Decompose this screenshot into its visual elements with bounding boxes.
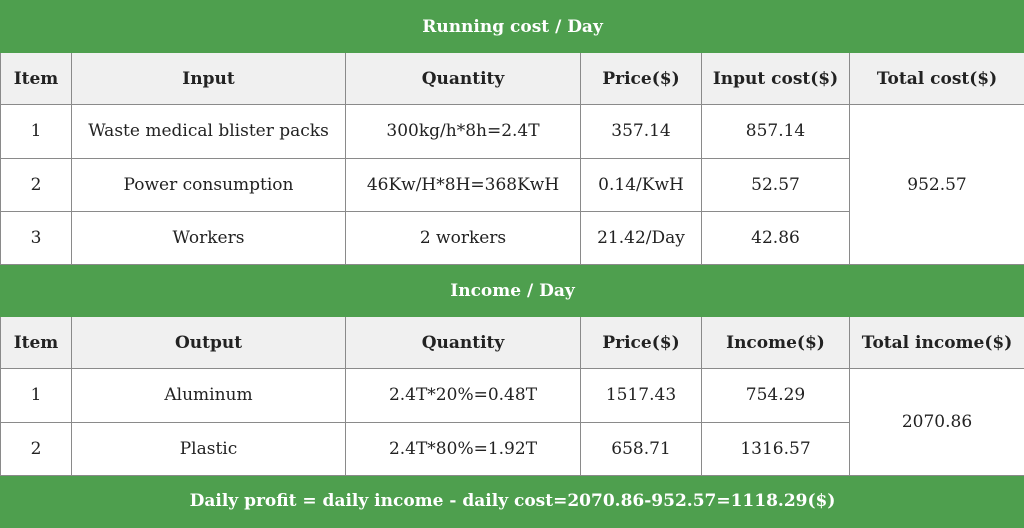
cell-price: 357.14 — [580, 104, 702, 159]
cell-item: 2 — [0, 157, 72, 212]
cell-quantity: 2.4T*20%=0.48T — [345, 368, 581, 423]
table-row: 3 Workers 2 workers 21.42/Day 42.86 — [0, 210, 1024, 265]
income-band: Income / Day — [0, 263, 1024, 318]
header-item: Item — [0, 316, 72, 370]
income-header-row: Item Output Quantity Price($) Income($) … — [0, 316, 1024, 370]
cell-input-cost: 52.57 — [701, 157, 850, 212]
total-cost-value: 952.57 — [848, 104, 1024, 265]
header-quantity: Quantity — [345, 316, 581, 370]
cell-quantity: 2 workers — [345, 210, 581, 265]
header-input-cost: Input cost($) — [701, 52, 850, 106]
cell-input: Power consumption — [71, 157, 346, 212]
running-cost-band: Running cost / Day — [0, 0, 1024, 54]
cell-input: Waste medical blister packs — [71, 104, 346, 159]
cell-input: Workers — [71, 210, 346, 265]
cell-item: 1 — [0, 104, 72, 159]
table-row: 2 Power consumption 46Kw/H*8H=368KwH 0.1… — [0, 157, 1024, 212]
daily-profit-text: Daily profit = daily income - daily cost… — [0, 474, 1024, 528]
cell-quantity: 300kg/h*8h=2.4T — [345, 104, 581, 159]
cell-price: 658.71 — [580, 421, 702, 476]
header-total-income: Total income($) — [848, 316, 1024, 370]
table-row: 1 Aluminum 2.4T*20%=0.48T 1517.43 754.29… — [0, 368, 1024, 476]
cell-price: 0.14/KwH — [580, 157, 702, 212]
header-price: Price($) — [580, 316, 702, 370]
cell-income: 1316.57 — [701, 421, 850, 476]
cell-quantity: 2.4T*80%=1.92T — [345, 421, 581, 476]
cell-quantity: 46Kw/H*8H=368KwH — [345, 157, 581, 212]
cell-item: 2 — [0, 421, 72, 476]
cell-item: 3 — [0, 210, 72, 265]
header-total-cost: Total cost($) — [848, 52, 1024, 106]
cell-input-cost: 857.14 — [701, 104, 850, 159]
header-output: Output — [71, 316, 346, 370]
table-row: 2 Plastic 2.4T*80%=1.92T 658.71 1316.57 — [0, 421, 1024, 476]
cell-income: 754.29 — [701, 368, 850, 423]
daily-profit-band: Daily profit = daily income - daily cost… — [0, 474, 1024, 528]
cell-output: Aluminum — [71, 368, 346, 423]
header-quantity: Quantity — [345, 52, 581, 106]
cell-input-cost: 42.86 — [701, 210, 850, 265]
table-row: 1 Waste medical blister packs 300kg/h*8h… — [0, 104, 1024, 265]
header-price: Price($) — [580, 52, 702, 106]
running-cost-header-row: Item Input Quantity Price($) Input cost(… — [0, 52, 1024, 106]
cell-price: 1517.43 — [580, 368, 702, 423]
cell-price: 21.42/Day — [580, 210, 702, 265]
header-income: Income($) — [701, 316, 850, 370]
header-input: Input — [71, 52, 346, 106]
total-income-value: 2070.86 — [848, 368, 1024, 476]
income-title: Income / Day — [0, 263, 1024, 318]
running-cost-title: Running cost / Day — [0, 0, 1024, 54]
header-item: Item — [0, 52, 72, 106]
cell-item: 1 — [0, 368, 72, 423]
cell-output: Plastic — [71, 421, 346, 476]
